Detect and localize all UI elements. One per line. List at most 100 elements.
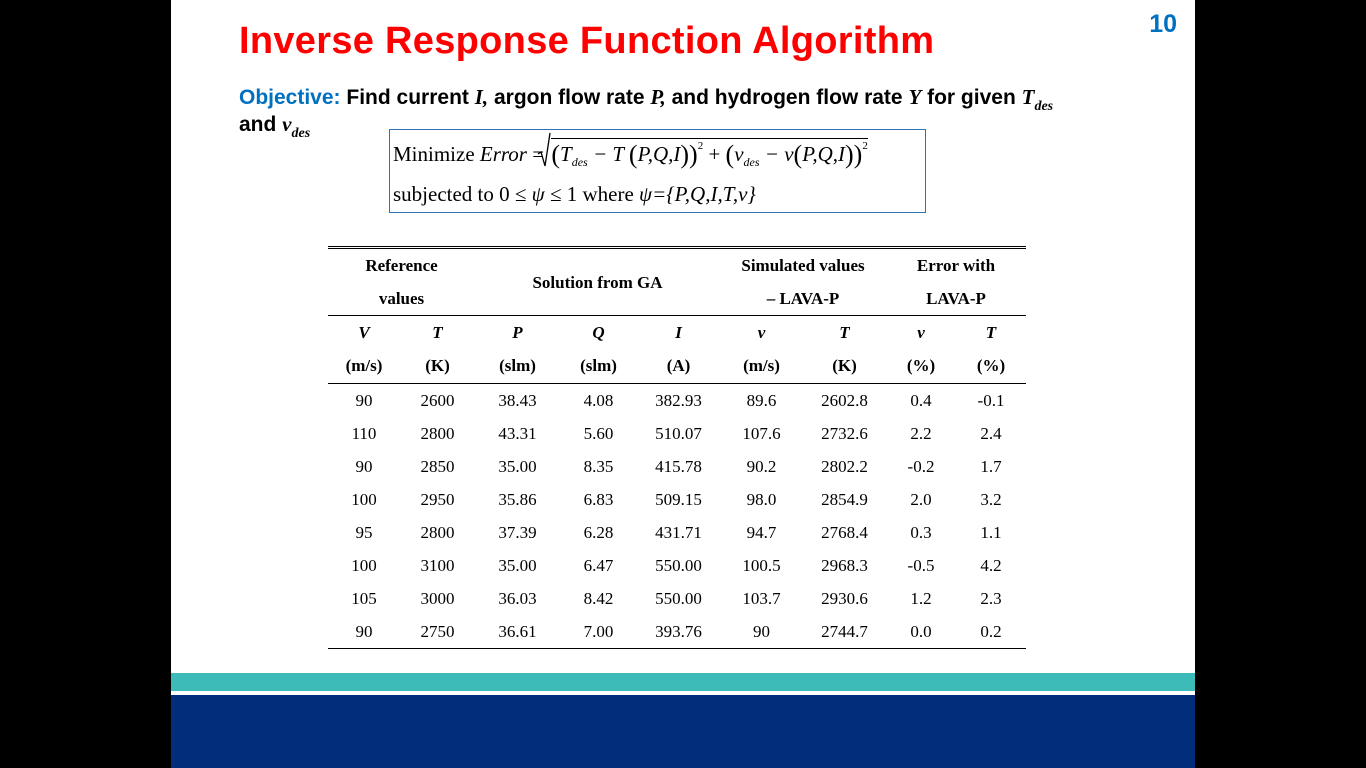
table-cell: 105 — [351, 588, 377, 608]
table-cell: 3000 — [420, 588, 455, 608]
table-cell: 95 — [355, 522, 373, 542]
table-row: 90 2750 36.61 7.00 393.76 90 2744.7 0.0 0.2 — [328, 615, 1026, 649]
table-cell: 90.2 — [746, 456, 777, 476]
table-cell: 1.7 — [980, 456, 1002, 476]
column-variable: I — [637, 315, 720, 349]
column-unit: (m/s) — [328, 349, 400, 384]
table-cell: 3100 — [420, 555, 455, 575]
table-cell: 2930.6 — [821, 588, 868, 608]
table-cell: 0.4 — [910, 390, 932, 410]
table-cell: 0.3 — [910, 522, 932, 542]
table-cell: 4.2 — [980, 555, 1002, 575]
table-cell: 509.15 — [655, 489, 702, 509]
table-cell: 2732.6 — [821, 423, 868, 443]
formula-square: 2 — [697, 140, 704, 152]
formula-v: v — [734, 142, 744, 166]
group-reference-line2: values — [328, 282, 475, 316]
table-cell: 90 — [720, 615, 803, 649]
formula-T: T — [560, 142, 572, 166]
radical-sign — [537, 132, 551, 174]
table-cell: 0.0 — [886, 615, 956, 649]
group-label: Error with — [916, 256, 996, 275]
table-cell: 2802.2 — [821, 456, 868, 476]
table-row: 100 2950 35.86 6.83 509.15 98.0 2854.9 2.0 3.2 — [328, 483, 1026, 516]
column-variable: T — [956, 315, 1026, 349]
table-cell: 2602.8 — [821, 390, 868, 410]
constraint-psi: ψ — [531, 182, 545, 206]
table-cell: 4.08 — [583, 390, 614, 410]
table-cell: 6.28 — [583, 522, 614, 542]
formula-minimize: Minimize — [393, 142, 475, 166]
table-cell: 1.1 — [980, 522, 1002, 542]
radicand: (Tdes − T (P,Q,I))2 + (vdes − v(P,Q,I))2 — [551, 138, 868, 169]
footer-navy-band — [171, 695, 1195, 768]
table-cell: 2.4 — [980, 423, 1002, 443]
group-header-row: Reference Solution from GA Simulated val… — [328, 246, 1026, 316]
column-unit: (%) — [956, 349, 1026, 384]
table-cell: 6.47 — [583, 555, 614, 575]
table-cell: 2744.7 — [803, 615, 886, 649]
column-unit: (K) — [400, 349, 475, 384]
constraint-set: ={P,Q,I,T,v} — [652, 182, 756, 206]
table-cell: 8.35 — [583, 456, 614, 476]
objective-var-Y: Y — [908, 85, 922, 109]
table-cell: -0.1 — [977, 390, 1005, 410]
table-cell: 94.7 — [746, 522, 777, 542]
column-unit: (m/s) — [720, 349, 803, 384]
group-label: Simulated values — [741, 256, 865, 275]
table-cell: 2968.3 — [821, 555, 868, 575]
objective-label: Objective: — [239, 86, 341, 109]
formula-subscript: des — [743, 155, 760, 169]
footer-teal-band — [171, 673, 1195, 691]
column-variable: v — [886, 315, 956, 349]
table-cell: -0.5 — [907, 555, 935, 575]
group-error-line2: LAVA-P — [886, 282, 1026, 316]
table-cell: 89.6 — [746, 390, 777, 410]
group-label: LAVA-P — [926, 289, 986, 308]
formula-equals: = — [526, 142, 550, 166]
group-label: Reference — [365, 256, 438, 275]
objective-text: Objective: Find current I, argon flow ra… — [239, 84, 1159, 141]
slide: 10 Inverse Response Function Algorithm O… — [171, 0, 1195, 768]
table-cell: 36.03 — [498, 588, 537, 608]
unit-header-row: (m/s) (K) (slm) (slm) (A) (m/s) (K) (%) (%) — [328, 349, 1026, 384]
table-cell: 550.00 — [655, 588, 702, 608]
table-cell: 3.2 — [980, 489, 1002, 509]
table-cell: -0.2 — [907, 456, 935, 476]
table-cell: 43.31 — [498, 423, 537, 443]
table-cell: 35.86 — [498, 489, 537, 509]
group-label: – LAVA-P — [766, 289, 840, 308]
table-cell: 107.6 — [742, 423, 781, 443]
table-body: 90 2600 38.43 4.08 382.93 89.6 2602.8 0.4 -0.1 11… — [328, 384, 1026, 649]
table-cell: 415.78 — [655, 456, 702, 476]
table-row: 100 3100 35.00 6.47 550.00 100.5 2968.3 -0.5 4.2 — [328, 549, 1026, 582]
column-variable: T — [400, 315, 475, 349]
objective-subscript: des — [291, 126, 311, 141]
table-cell: 100 — [351, 555, 377, 575]
objective-function: Minimize Error = (Tdes − T (P,Q,I))2 + (… — [393, 132, 868, 170]
table-cell: 110 — [351, 423, 377, 443]
group-simulated-line2: – LAVA-P — [720, 282, 886, 316]
group-ga: Solution from GA — [475, 246, 720, 316]
table-cell: 100.5 — [742, 555, 781, 575]
formula-subscript: des — [571, 155, 588, 169]
table-row: 105 3000 36.03 8.42 550.00 103.7 2930.6 1.2 2.3 — [328, 582, 1026, 615]
column-unit: (slm) — [560, 349, 637, 384]
table-cell: 90 — [355, 456, 373, 476]
group-label: values — [378, 289, 425, 308]
objective-var-P: P, — [650, 85, 666, 109]
objective-fragment: argon flow rate — [488, 86, 651, 109]
table-cell: 550.00 — [655, 555, 702, 575]
column-variable: v — [720, 315, 803, 349]
table-cell: 35.00 — [498, 555, 537, 575]
page-number: 10 — [1149, 10, 1177, 38]
objective-var-T: T — [1021, 85, 1035, 109]
column-variable: Q — [560, 315, 637, 349]
objective-var-I: I, — [474, 85, 489, 109]
constraint-psi: ψ — [639, 182, 653, 206]
column-unit: (A) — [637, 349, 720, 384]
table-cell: 2.3 — [980, 588, 1002, 608]
table-cell: 90 — [328, 615, 400, 649]
table-cell: 510.07 — [655, 423, 702, 443]
